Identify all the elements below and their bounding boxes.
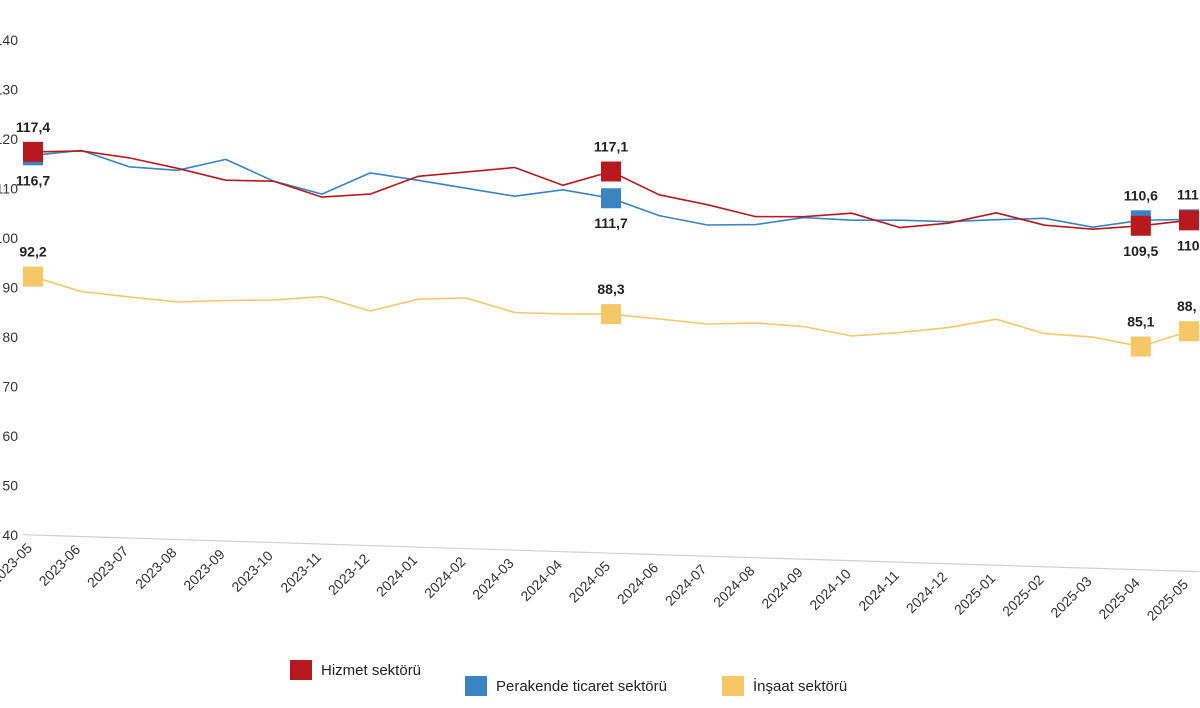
y-tick-label: 50 bbox=[2, 478, 18, 494]
data-label: 117,1 bbox=[594, 139, 628, 155]
data-labels: 117,4 117,1 109,5 110, 116,7 111,7 110,6 111 92,… bbox=[16, 119, 1200, 330]
x-tick-label: 2024-09 bbox=[758, 564, 806, 612]
data-label: 88,3 bbox=[597, 281, 624, 297]
x-tick-label: 2023-07 bbox=[84, 543, 132, 591]
y-tick-label: 80 bbox=[2, 329, 18, 345]
legend-label-perakende: Perakende ticaret sektörü bbox=[496, 677, 667, 695]
x-tick-label: 2023-10 bbox=[228, 547, 276, 595]
y-tick-label: 100 bbox=[0, 230, 18, 246]
data-label: 85,1 bbox=[1127, 314, 1154, 330]
x-tick-label: 2025-05 bbox=[1143, 576, 1191, 624]
legend-swatch-perakende bbox=[465, 676, 487, 696]
x-tick-label: 2023-06 bbox=[36, 541, 84, 589]
x-tick-label: 2025-01 bbox=[951, 570, 999, 618]
x-tick-label: 2023-08 bbox=[132, 544, 180, 592]
x-tick-label: 2023-05 bbox=[0, 540, 35, 588]
legend-item-perakende: Perakende ticaret sektörü bbox=[465, 676, 667, 696]
data-marker bbox=[1179, 210, 1199, 231]
x-tick-label: 2024-11 bbox=[855, 567, 902, 614]
y-tick-label: 60 bbox=[2, 428, 18, 444]
x-tick-label: 2024-07 bbox=[662, 561, 710, 609]
x-tick-label: 2025-04 bbox=[1095, 574, 1143, 622]
x-tick-label: 2024-01 bbox=[373, 552, 421, 600]
data-label: 92,2 bbox=[19, 244, 46, 260]
data-label: 111,7 bbox=[594, 215, 628, 231]
data-label: 111 bbox=[1177, 186, 1199, 202]
y-tick-label: 140 bbox=[0, 32, 18, 48]
legend-swatch-insaat bbox=[722, 676, 744, 696]
legend-item-hizmet: Hizmet sektörü bbox=[290, 660, 421, 680]
data-marker bbox=[601, 161, 621, 182]
x-tick-label: 2024-08 bbox=[710, 562, 758, 610]
y-tick-label: 130 bbox=[0, 82, 18, 98]
data-markers bbox=[23, 141, 1199, 357]
x-tick-label: 2023-12 bbox=[325, 550, 373, 598]
x-tick-label: 2024-05 bbox=[565, 558, 613, 606]
y-tick-label: 110 bbox=[0, 181, 18, 197]
data-marker bbox=[1130, 336, 1151, 357]
x-axis-line bbox=[22, 534, 1200, 573]
data-marker bbox=[1179, 321, 1199, 342]
x-tick-label: 2024-06 bbox=[614, 559, 662, 607]
data-marker bbox=[23, 141, 43, 162]
legend-swatch-hizmet bbox=[290, 660, 312, 680]
line-chart: 405060708090100110120130140 2023-052023-… bbox=[0, 32, 1200, 624]
x-tick-label: 2023-11 bbox=[277, 549, 324, 596]
x-tick-label: 2024-04 bbox=[517, 556, 565, 604]
legend-label-insaat: İnşaat sektörü bbox=[753, 677, 848, 695]
legend-item-insaat: İnşaat sektörü bbox=[722, 676, 847, 696]
y-tick-label: 40 bbox=[2, 527, 18, 543]
y-tick-label: 90 bbox=[2, 280, 18, 296]
x-tick-label: 2024-12 bbox=[903, 568, 951, 616]
y-tick-label: 70 bbox=[2, 379, 18, 395]
data-marker bbox=[1130, 215, 1151, 236]
data-label: 110, bbox=[1177, 237, 1200, 253]
data-label: 116,7 bbox=[16, 172, 50, 188]
x-tick-label: 2024-02 bbox=[421, 553, 469, 601]
y-axis: 40 50 60 70 80 90 100 110 120 130 140 bbox=[0, 32, 18, 543]
x-tick-label: 2024-10 bbox=[806, 565, 854, 613]
data-marker bbox=[601, 304, 621, 325]
data-label: 110,6 bbox=[1124, 187, 1158, 203]
x-tick-label: 2024-03 bbox=[469, 555, 517, 603]
legend: Hizmet sektörü Perakende ticaret sektörü… bbox=[290, 652, 930, 702]
data-label: 109,5 bbox=[1123, 243, 1158, 259]
x-tick-label: 2025-02 bbox=[999, 571, 1047, 619]
x-axis: 2023-05 2023-06 2023-07 2023-08 2023-09 2023-… bbox=[0, 534, 1200, 624]
data-label: 117,4 bbox=[16, 119, 50, 135]
y-tick-label: 120 bbox=[0, 131, 18, 147]
data-label: 88, bbox=[1177, 298, 1196, 314]
x-tick-label: 2023-09 bbox=[180, 546, 228, 594]
data-marker bbox=[23, 266, 43, 287]
x-tick-label: 2025-03 bbox=[1047, 573, 1095, 621]
legend-label-hizmet: Hizmet sektörü bbox=[321, 661, 422, 679]
data-marker bbox=[601, 188, 621, 209]
